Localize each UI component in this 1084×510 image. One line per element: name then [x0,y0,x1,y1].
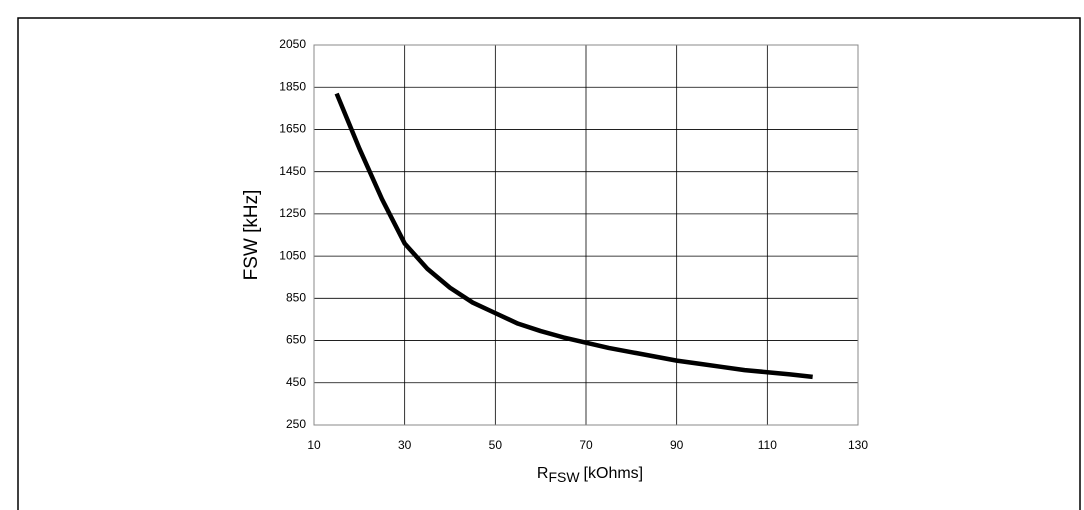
x-tick-label: 130 [848,438,868,452]
x-tick-label: 90 [670,438,684,452]
y-tick-label: 1050 [279,248,306,262]
y-tick-label: 250 [286,417,306,431]
x-label-main: R [537,465,549,482]
y-axis-label: FSW [kHz] [241,190,262,281]
y-tick-label: 1850 [279,79,306,93]
curve [334,92,813,380]
x-tick-label: 70 [579,438,593,452]
plot-border [313,44,859,426]
y-tick-label: 450 [286,375,306,389]
frame [17,17,1081,510]
x-tick-label: 30 [398,438,412,452]
x-label-unit: [kOhms] [584,465,644,482]
x-tick-label: 10 [307,438,321,452]
y-tick-label: 1250 [279,206,306,220]
y-tick-label: 1450 [279,164,306,178]
y-tick-label: 2050 [279,37,306,51]
y-tick-label: 850 [286,291,306,305]
y-tick-label: 1650 [279,122,306,136]
x-axis-label: RFSW [kOhms] [537,465,643,484]
y-tick-label: 650 [286,333,306,347]
x-label-sub: FSW [548,469,580,485]
x-tick-label: 110 [758,438,777,452]
x-tick-label: 50 [489,438,503,452]
